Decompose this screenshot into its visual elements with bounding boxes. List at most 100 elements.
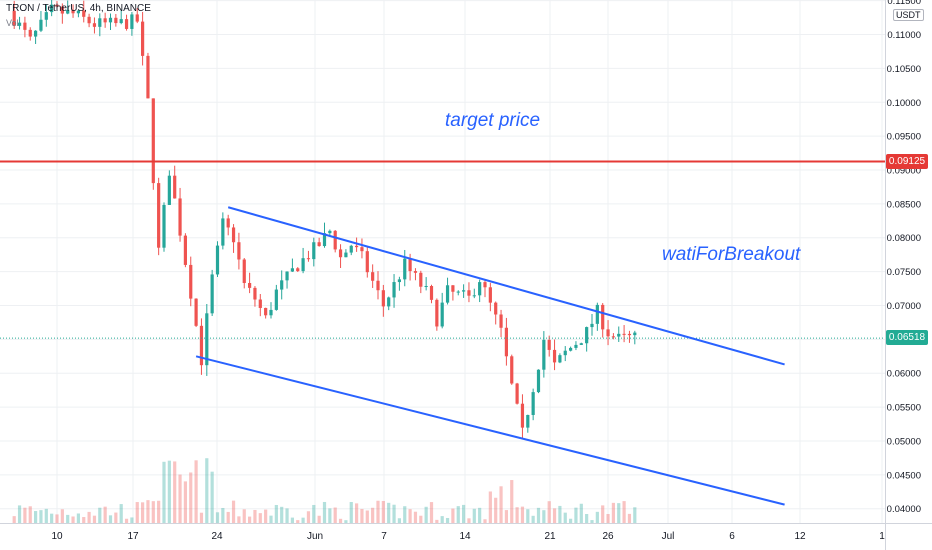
volume-bar — [515, 507, 519, 523]
volume-bar — [563, 512, 567, 523]
candle-body — [306, 258, 311, 260]
candle-body — [253, 287, 257, 300]
candle-body — [552, 349, 557, 363]
volume-bar — [622, 501, 626, 523]
volume-bar — [504, 510, 508, 523]
target-price-tag: 0.09125 — [886, 154, 928, 169]
candle-body — [344, 252, 348, 258]
volume-bar — [365, 510, 369, 523]
volume-bar — [23, 507, 27, 523]
candle-body — [627, 333, 632, 336]
volume-bar — [585, 513, 589, 523]
candle-body — [520, 403, 525, 428]
candle-body — [403, 258, 407, 280]
candle-body — [510, 356, 514, 384]
volume-bar — [478, 507, 482, 523]
volume-bar — [606, 514, 610, 523]
volume-bar — [456, 506, 460, 523]
y-tick-label: 0.04000 — [887, 504, 921, 515]
volume-bar — [569, 518, 573, 523]
candle-body — [28, 29, 32, 37]
volume-bar — [344, 520, 348, 523]
volume-bar — [205, 458, 209, 523]
candle-body — [574, 344, 578, 348]
volume-bar — [483, 519, 487, 523]
volume-bar — [413, 511, 418, 523]
x-tick-label: Jul — [662, 531, 675, 542]
candle-body — [71, 9, 75, 14]
candle-body — [515, 383, 519, 404]
candle-body — [467, 290, 471, 296]
candle-body — [103, 18, 107, 23]
volume-bar — [12, 516, 16, 523]
volume-bar — [397, 518, 401, 523]
volume-bar — [17, 505, 22, 523]
candle-body — [119, 19, 123, 24]
x-tick-label: 14 — [459, 531, 471, 542]
volume-bar — [355, 503, 359, 523]
volume-bar — [595, 511, 599, 523]
candle-body — [408, 258, 412, 272]
volume-bar — [574, 507, 578, 523]
candle-body — [440, 302, 444, 327]
candle-body — [622, 333, 626, 335]
candle-body — [162, 204, 166, 248]
candle-body — [151, 98, 155, 184]
volume-bar — [552, 508, 557, 523]
volume-bar — [472, 508, 476, 523]
volume-bar — [258, 513, 262, 523]
candle-body — [355, 245, 359, 248]
candle-body — [424, 285, 428, 287]
candle-body — [264, 307, 268, 316]
candle-body — [60, 6, 64, 14]
candle-body — [536, 369, 541, 393]
volume-bar — [44, 508, 48, 523]
y-tick-label: 0.11000 — [887, 30, 921, 41]
volume-bar — [611, 502, 615, 523]
volume-bar — [87, 511, 91, 523]
volume-bar — [387, 502, 391, 523]
volume-bar — [119, 504, 123, 523]
volume-bar — [274, 504, 278, 523]
candle-body — [55, 4, 59, 7]
volume-bar — [499, 486, 503, 523]
volume-bar — [558, 505, 562, 523]
volume-bar — [451, 508, 455, 523]
candle-body — [590, 323, 594, 328]
candle-body — [429, 285, 434, 300]
candle-body — [50, 4, 54, 13]
volume-bar — [157, 500, 161, 523]
volume-bar — [328, 508, 332, 523]
candle-body — [301, 258, 305, 272]
candle-body — [124, 19, 129, 29]
volume-bar — [617, 503, 621, 523]
volume-bar — [28, 506, 32, 523]
candle-body — [606, 329, 610, 337]
y-tick-label: 0.10500 — [887, 64, 921, 75]
volume-bar — [360, 508, 364, 523]
y-tick-label: 0.07000 — [887, 301, 921, 312]
candle-body — [531, 392, 535, 415]
candle-body — [392, 282, 396, 298]
y-tick-label: 0.04500 — [887, 470, 921, 481]
volume-bar — [536, 507, 541, 523]
volume-bar — [82, 517, 86, 523]
candle-body — [333, 230, 337, 250]
candle-body — [274, 289, 278, 310]
volume-bar — [290, 517, 294, 523]
volume-bar — [306, 511, 311, 523]
volume-bar — [98, 507, 102, 523]
currency-badge[interactable]: USDT — [893, 9, 924, 21]
y-tick-label: 0.09500 — [887, 132, 921, 143]
candle-body — [611, 336, 615, 338]
candle-body — [499, 314, 503, 328]
volume-bar — [124, 518, 129, 523]
candle-body — [215, 245, 220, 275]
volume-bar — [231, 500, 236, 523]
volume-bar — [60, 509, 64, 523]
volume-bar — [189, 472, 193, 523]
symbol-title: TRON / TetherUS, 4h, BINANCE — [6, 3, 151, 14]
candle-body — [413, 271, 418, 273]
